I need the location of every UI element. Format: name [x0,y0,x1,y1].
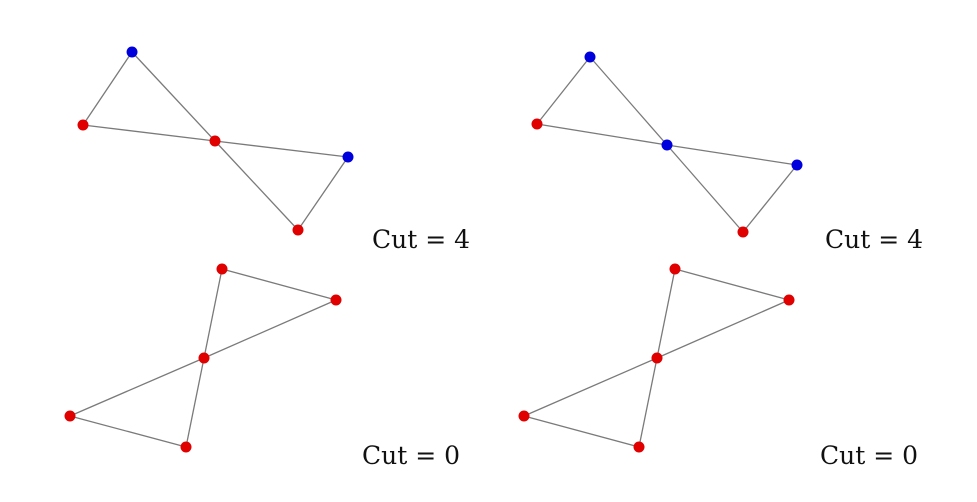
edge-top-right-c-e [666,144,744,233]
edge-top-right-a-b [536,56,591,125]
edge-bottom-right-a-c [656,268,676,359]
edge-bottom-left-b-c [203,299,337,359]
node-bottom-left-e [180,441,192,453]
edge-top-left-c-e [214,140,299,231]
panel-bottom-right: Cut = 0 [518,263,918,470]
node-top-right-b [531,118,543,130]
edge-top-left-b-c [82,124,216,142]
cut-label-top-right: Cut = 4 [825,225,923,254]
panel-bottom-left: Cut = 0 [64,263,460,470]
node-bottom-right-c [651,352,663,364]
edge-top-right-c-d [666,144,798,166]
edge-top-left-c-d [214,140,349,158]
edge-bottom-left-d-e [69,415,187,448]
node-bottom-right-d [518,410,530,422]
cut-label-top-left: Cut = 4 [372,225,470,254]
edge-top-right-a-c [589,56,668,146]
edge-bottom-right-c-d [523,357,658,417]
node-top-right-c [661,139,673,151]
node-top-left-c [209,135,221,147]
node-bottom-left-d [64,410,76,422]
cut-label-bottom-left: Cut = 0 [362,441,460,470]
edge-bottom-right-b-c [656,299,790,359]
node-top-left-d [342,151,354,163]
edge-top-right-b-c [536,123,668,146]
edge-bottom-right-c-e [638,357,658,448]
node-bottom-right-a [669,263,681,275]
node-top-right-a [584,51,596,63]
edge-top-left-a-c [131,51,216,142]
node-bottom-left-b [330,294,342,306]
edge-bottom-right-a-b [674,268,790,301]
edge-bottom-left-a-b [221,268,337,301]
node-bottom-left-a [216,263,228,275]
edge-top-left-a-b [82,51,133,126]
cut-label-bottom-right: Cut = 0 [820,441,918,470]
edge-bottom-right-d-e [523,415,640,448]
edge-bottom-left-a-c [203,268,223,359]
node-top-left-e [292,224,304,236]
edge-top-left-d-e [297,156,349,231]
node-top-left-a [126,46,138,58]
edge-top-right-d-e [742,164,798,233]
panel-top-left: Cut = 4 [77,46,470,254]
edge-bottom-left-c-d [69,357,205,417]
node-bottom-right-b [783,294,795,306]
node-bottom-right-e [633,441,645,453]
node-top-right-d [791,159,803,171]
node-top-right-e [737,226,749,238]
node-bottom-left-c [198,352,210,364]
panel-top-right: Cut = 4 [531,51,923,254]
node-top-left-b [77,119,89,131]
edge-bottom-left-c-e [185,357,205,448]
